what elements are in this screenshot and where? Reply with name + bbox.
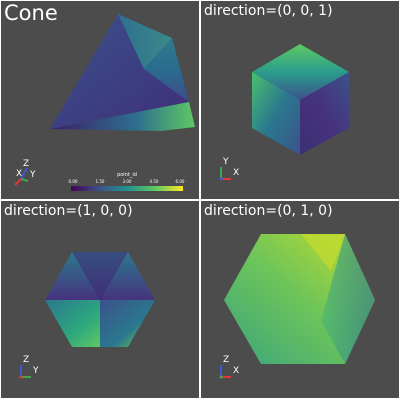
cone-face — [144, 38, 189, 102]
orientation-axes: Z X Y — [11, 159, 51, 189]
orientation-axes: Y X — [213, 157, 249, 187]
hexagon-face — [301, 234, 345, 271]
cone-face — [118, 14, 172, 69]
scalar-bar-tick: 4.50 — [149, 179, 159, 184]
scalar-bar-title: point_id — [117, 172, 137, 178]
viewport-direction-y[interactable]: direction=(0, 1, 0) Z X — [201, 201, 399, 398]
viewport-direction-z[interactable]: direction=(0, 0, 1) Y X — [201, 1, 399, 199]
x-axis-label: X — [233, 366, 240, 376]
z-axis-dot — [219, 177, 223, 181]
z-axis-label: Z — [23, 159, 30, 169]
scalar-bar-tick: 0.00 — [68, 179, 78, 184]
cone-face — [50, 102, 195, 131]
viewport-cone[interactable]: Cone Z X Y point_id 0.00 1.50 3.00 4.50 … — [1, 1, 199, 199]
hexagon-face — [321, 234, 375, 364]
scalar-bar-tick: 3.00 — [122, 179, 132, 184]
y-axis-dot — [219, 375, 223, 379]
hexagon-face — [100, 300, 155, 347]
hexagon-face — [45, 300, 100, 347]
hexagon-mesh — [252, 44, 349, 155]
scalar-bar-tick: 1.50 — [95, 179, 105, 184]
y-axis-label: Y — [223, 157, 229, 167]
hexagon-mesh — [224, 234, 375, 364]
x-axis-dot — [19, 375, 23, 379]
viewport-direction-x[interactable]: direction=(1, 0, 0) Z Y — [1, 201, 199, 398]
hexagon-face — [72, 252, 128, 300]
y-axis-label: Y — [33, 366, 39, 376]
z-axis-label: Z — [23, 355, 30, 365]
z-axis-line — [20, 167, 28, 180]
x-axis-line — [14, 178, 22, 186]
viewport-title: direction=(0, 1, 0) — [204, 203, 333, 219]
x-axis-label: X — [233, 168, 240, 178]
orientation-axes: Z Y — [13, 355, 49, 385]
scalar-bar: point_id 0.00 1.50 3.00 4.50 6.00 — [68, 172, 185, 195]
scalar-bar-tick: 6.00 — [175, 179, 185, 184]
y-axis-line — [20, 178, 29, 182]
hexagon-mesh — [45, 252, 155, 347]
hexagon-face — [300, 72, 349, 155]
orientation-axes: Z X — [213, 355, 249, 385]
viewport-title: direction=(0, 0, 1) — [204, 3, 333, 19]
hexagon-face — [252, 44, 349, 100]
cone-mesh — [50, 14, 195, 131]
scalar-bar-colormap — [71, 186, 183, 191]
viewport-title: direction=(1, 0, 0) — [4, 203, 133, 219]
y-axis-label: Y — [30, 170, 36, 180]
scalar-bar-ticks: 0.00 1.50 3.00 4.50 6.00 — [68, 179, 185, 185]
viewport-title: Cone — [4, 1, 58, 25]
hexagon-face — [252, 72, 300, 155]
x-axis-label: X — [16, 169, 23, 179]
z-axis-label: Z — [223, 355, 230, 365]
